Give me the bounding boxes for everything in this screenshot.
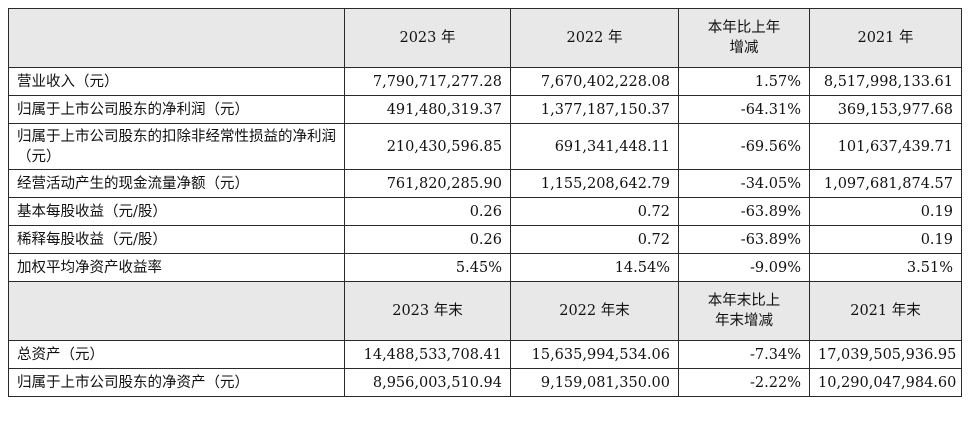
header-col-change: 本年比上年 增减 [678,8,810,68]
table-row: 总资产（元） 14,488,533,708.41 15,635,994,534.… [8,340,962,369]
value-2022: 0.72 [510,225,679,254]
value-2022: 1,377,187,150.37 [510,95,679,124]
header-col-2021: 2021 年 [809,8,962,68]
value-change: -64.31% [678,95,810,124]
value-change: -69.56% [678,123,810,170]
value-change: -34.05% [678,169,810,198]
header-row-year-end: 2023 年末 2022 年末 本年末比上年末增减 2021 年末 [8,281,962,341]
value-2021-end: 17,039,505,936.95 [809,340,962,369]
value-2021: 369,153,977.68 [809,95,962,124]
value-change: -63.89% [678,197,810,226]
table-row: 归属于上市公司股东的扣除非经常性损益的净利润（元） 210,430,596.85… [8,123,962,170]
row-label: 总资产（元） [8,340,345,369]
row-label: 基本每股收益（元/股） [8,197,345,226]
table-row: 稀释每股收益（元/股） 0.26 0.72 -63.89% 0.19 [8,225,962,254]
table-row: 经营活动产生的现金流量净额（元） 761,820,285.90 1,155,20… [8,169,962,198]
row-label: 营业收入（元） [8,67,345,96]
value-2023: 761,820,285.90 [344,169,511,198]
header-col-change-line1: 本年比上年 [707,20,781,36]
value-change: -2.22% [678,368,810,397]
value-2022: 7,670,402,228.08 [510,67,679,96]
table-row: 加权平均净资产收益率 5.45% 14.54% -9.09% 3.51% [8,253,962,282]
value-2022: 14.54% [510,253,679,282]
row-label: 加权平均净资产收益率 [8,253,345,282]
value-2021: 0.19 [809,197,962,226]
header-row-annual: 2023 年 2022 年 本年比上年增减 2021 年 [8,8,962,68]
value-change: 1.57% [678,67,810,96]
value-2021-end: 10,290,047,984.60 [809,368,962,397]
financial-summary-table-container: 2023 年 2022 年 本年比上年增减 2021 年 营业收入（元） 7,7… [8,8,962,397]
row-label: 归属于上市公司股东的扣除非经常性损益的净利润（元） [8,123,345,170]
header-col-change-line2: 增减 [729,40,759,56]
value-change: -9.09% [678,253,810,282]
header-col-2023: 2023 年 [344,8,511,68]
value-2022: 1,155,208,642.79 [510,169,679,198]
header-col-2022-end: 2022 年末 [510,281,679,341]
header-blank-cell [8,8,345,68]
financial-summary-table: 2023 年 2022 年 本年比上年增减 2021 年 营业收入（元） 7,7… [8,8,962,397]
value-2022-end: 9,159,081,350.00 [510,368,679,397]
value-2023: 0.26 [344,197,511,226]
value-change: -7.34% [678,340,810,369]
header-col-2021-end: 2021 年末 [809,281,962,341]
value-2021: 8,517,998,133.61 [809,67,962,96]
header-col-change-end-line1: 本年末比上 [707,293,781,309]
value-change: -63.89% [678,225,810,254]
value-2021: 3.51% [809,253,962,282]
header-col-2022: 2022 年 [510,8,679,68]
value-2022-end: 15,635,994,534.06 [510,340,679,369]
value-2022: 0.72 [510,197,679,226]
header-col-change-end-line2: 年末增减 [715,313,773,329]
value-2023: 210,430,596.85 [344,123,511,170]
value-2023: 7,790,717,277.28 [344,67,511,96]
table-row: 归属于上市公司股东的净利润（元） 491,480,319.37 1,377,18… [8,95,962,124]
header-blank-cell [8,281,345,341]
value-2021: 0.19 [809,225,962,254]
row-label: 经营活动产生的现金流量净额（元） [8,169,345,198]
value-2023: 0.26 [344,225,511,254]
value-2021: 101,637,439.71 [809,123,962,170]
value-2023-end: 14,488,533,708.41 [344,340,511,369]
table-row: 归属于上市公司股东的净资产（元） 8,956,003,510.94 9,159,… [8,368,962,397]
value-2023: 5.45% [344,253,511,282]
table-row: 营业收入（元） 7,790,717,277.28 7,670,402,228.0… [8,67,962,96]
header-col-change-end: 本年末比上 年末增减 [678,281,810,341]
row-label: 归属于上市公司股东的净资产（元） [8,368,345,397]
value-2023: 491,480,319.37 [344,95,511,124]
row-label: 归属于上市公司股东的净利润（元） [8,95,345,124]
header-col-2023-end: 2023 年末 [344,281,511,341]
value-2023-end: 8,956,003,510.94 [344,368,511,397]
value-2021: 1,097,681,874.57 [809,169,962,198]
value-2022: 691,341,448.11 [510,123,679,170]
table-row: 基本每股收益（元/股） 0.26 0.72 -63.89% 0.19 [8,197,962,226]
row-label: 稀释每股收益（元/股） [8,225,345,254]
